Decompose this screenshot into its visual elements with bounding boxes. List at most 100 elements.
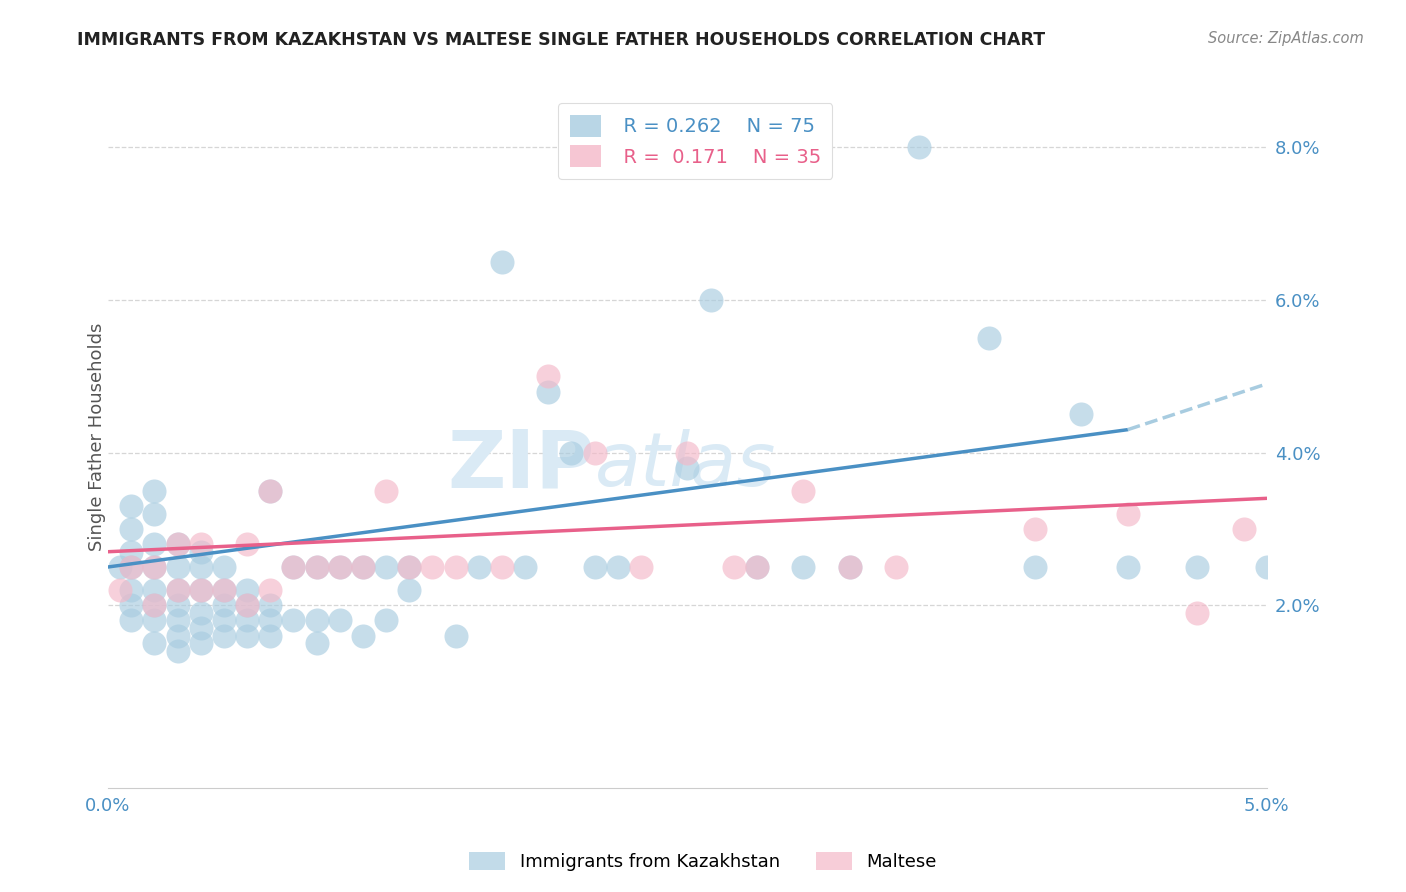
Point: [166, 629, 188, 643]
Point: [560, 445, 582, 459]
Point: [120, 614, 142, 628]
Point: [190, 606, 212, 620]
Point: [375, 614, 398, 628]
Point: [792, 560, 814, 574]
Point: [212, 629, 235, 643]
Point: [236, 598, 259, 612]
Point: [676, 445, 699, 459]
Text: atlas: atlas: [595, 429, 776, 501]
Point: [120, 522, 142, 536]
Point: [212, 582, 235, 597]
Point: [166, 537, 188, 551]
Point: [190, 582, 212, 597]
Point: [259, 598, 281, 612]
Point: [259, 483, 281, 498]
Point: [352, 560, 374, 574]
Point: [352, 560, 374, 574]
Point: [422, 560, 444, 574]
Point: [236, 537, 259, 551]
Point: [283, 560, 305, 574]
Point: [120, 560, 142, 574]
Point: [305, 560, 328, 574]
Point: [212, 582, 235, 597]
Point: [143, 582, 166, 597]
Point: [745, 560, 768, 574]
Point: [1024, 522, 1046, 536]
Point: [699, 293, 721, 307]
Point: [583, 445, 606, 459]
Point: [143, 598, 166, 612]
Point: [143, 560, 166, 574]
Point: [444, 629, 467, 643]
Point: [1070, 408, 1092, 422]
Point: [236, 582, 259, 597]
Point: [537, 384, 560, 399]
Point: [537, 369, 560, 384]
Point: [1024, 560, 1046, 574]
Point: [513, 560, 536, 574]
Point: [283, 614, 305, 628]
Point: [305, 560, 328, 574]
Point: [236, 614, 259, 628]
Point: [259, 629, 281, 643]
Point: [1256, 560, 1278, 574]
Point: [1116, 560, 1139, 574]
Point: [166, 598, 188, 612]
Point: [143, 537, 166, 551]
Point: [143, 614, 166, 628]
Point: [491, 255, 513, 269]
Point: [143, 636, 166, 650]
Legend:   R = 0.262    N = 75,   R =  0.171    N = 35: R = 0.262 N = 75, R = 0.171 N = 35: [558, 103, 832, 179]
Text: Source: ZipAtlas.com: Source: ZipAtlas.com: [1208, 31, 1364, 46]
Point: [1232, 522, 1254, 536]
Point: [630, 560, 652, 574]
Point: [190, 537, 212, 551]
Point: [1187, 606, 1209, 620]
Point: [468, 560, 491, 574]
Point: [398, 560, 420, 574]
Text: IMMIGRANTS FROM KAZAKHSTAN VS MALTESE SINGLE FATHER HOUSEHOLDS CORRELATION CHART: IMMIGRANTS FROM KAZAKHSTAN VS MALTESE SI…: [77, 31, 1046, 49]
Point: [398, 560, 420, 574]
Point: [120, 560, 142, 574]
Point: [120, 582, 142, 597]
Point: [120, 598, 142, 612]
Legend: Immigrants from Kazakhstan, Maltese: Immigrants from Kazakhstan, Maltese: [463, 845, 943, 879]
Point: [977, 331, 1000, 345]
Point: [212, 598, 235, 612]
Point: [190, 582, 212, 597]
Point: [745, 560, 768, 574]
Point: [143, 507, 166, 521]
Point: [908, 140, 931, 154]
Point: [236, 629, 259, 643]
Point: [884, 560, 907, 574]
Point: [676, 460, 699, 475]
Point: [1187, 560, 1209, 574]
Point: [166, 582, 188, 597]
Point: [259, 582, 281, 597]
Point: [259, 614, 281, 628]
Point: [375, 483, 398, 498]
Point: [212, 560, 235, 574]
Point: [166, 644, 188, 658]
Point: [329, 560, 352, 574]
Point: [166, 537, 188, 551]
Point: [1116, 507, 1139, 521]
Point: [444, 560, 467, 574]
Point: [723, 560, 745, 574]
Point: [398, 582, 420, 597]
Point: [212, 614, 235, 628]
Point: [120, 499, 142, 513]
Point: [108, 560, 131, 574]
Point: [236, 598, 259, 612]
Point: [792, 483, 814, 498]
Point: [606, 560, 628, 574]
Point: [190, 621, 212, 635]
Y-axis label: Single Father Households: Single Father Households: [89, 323, 105, 551]
Point: [305, 636, 328, 650]
Point: [190, 636, 212, 650]
Point: [375, 560, 398, 574]
Point: [166, 582, 188, 597]
Point: [143, 598, 166, 612]
Point: [491, 560, 513, 574]
Point: [329, 560, 352, 574]
